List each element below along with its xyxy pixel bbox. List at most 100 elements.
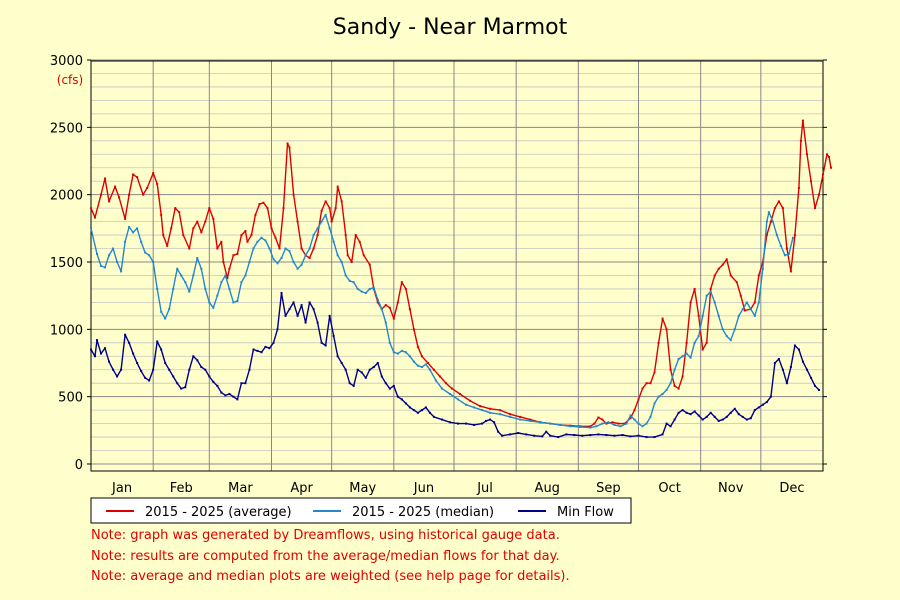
data-point (653, 436, 656, 439)
data-point (392, 317, 395, 320)
data-point (789, 270, 792, 273)
data-point (124, 333, 127, 336)
data-point (376, 362, 379, 364)
data-point (360, 290, 363, 293)
data-point (637, 422, 640, 425)
data-point (300, 263, 303, 266)
data-point (128, 225, 131, 228)
data-point (641, 387, 644, 390)
data-point (705, 341, 708, 344)
data-point (809, 180, 812, 183)
data-point (791, 236, 794, 239)
data-point (619, 425, 622, 428)
data-point (665, 328, 668, 331)
data-point (637, 398, 640, 401)
data-point (597, 433, 600, 436)
data-point (182, 234, 185, 237)
data-point (160, 213, 163, 216)
data-point (408, 406, 411, 409)
data-point (440, 387, 443, 390)
data-point (830, 166, 833, 169)
data-point (657, 341, 660, 344)
data-point (220, 240, 223, 243)
data-point (709, 290, 712, 293)
data-point (813, 207, 816, 210)
data-point (120, 368, 123, 371)
data-point (607, 421, 610, 424)
data-point (340, 362, 343, 364)
data-point (595, 425, 598, 428)
data-point (392, 351, 395, 354)
data-point (739, 294, 742, 297)
data-point (384, 382, 387, 385)
data-point (693, 341, 696, 344)
data-point (701, 314, 704, 317)
data-point (404, 287, 407, 290)
legend-label-1: 2015 - 2025 (median) (352, 505, 494, 520)
data-point (368, 368, 371, 371)
data-point (244, 382, 247, 385)
data-point (797, 186, 800, 189)
data-point (789, 366, 792, 369)
data-point (665, 388, 668, 391)
data-point (509, 433, 512, 436)
data-point (262, 201, 265, 204)
data-point (308, 247, 311, 250)
month-label-nov: Nov (718, 481, 744, 496)
data-point (250, 234, 253, 237)
legend-label-0: 2015 - 2025 (average) (145, 505, 292, 520)
data-point (368, 287, 371, 290)
data-point (372, 366, 375, 369)
data-point (826, 153, 829, 156)
data-point (212, 306, 215, 309)
data-point (196, 256, 199, 259)
data-point (709, 411, 712, 414)
data-point (539, 421, 542, 424)
data-point (308, 301, 311, 304)
data-point (170, 227, 173, 230)
data-point (809, 376, 812, 379)
data-point (236, 300, 239, 303)
data-point (364, 376, 367, 379)
data-point (324, 344, 327, 347)
data-point (733, 328, 736, 331)
data-point (765, 401, 768, 404)
data-point (396, 352, 399, 355)
data-point (90, 207, 92, 210)
data-point (432, 415, 435, 418)
data-point (573, 434, 576, 437)
data-point (509, 415, 512, 418)
data-point (517, 432, 520, 435)
data-point (124, 240, 127, 243)
data-point (741, 308, 744, 311)
data-point (601, 418, 604, 421)
data-point (188, 368, 191, 371)
data-point (336, 254, 339, 257)
data-point (817, 388, 820, 391)
y-tick-label: 3000 (50, 54, 83, 69)
data-point (274, 236, 277, 239)
data-point (753, 314, 756, 317)
data-point (284, 247, 287, 250)
data-point (296, 220, 299, 223)
data-point (140, 240, 143, 243)
data-point (745, 418, 748, 421)
data-point (328, 314, 331, 317)
data-point (717, 267, 720, 270)
data-point (713, 415, 716, 418)
data-point (404, 351, 407, 354)
data-point (388, 387, 391, 390)
month-label-aug: Aug (535, 481, 560, 496)
data-point (565, 433, 568, 436)
data-point (757, 406, 760, 409)
data-point (653, 402, 656, 405)
data-point (268, 347, 271, 350)
data-point (312, 234, 315, 237)
data-point (459, 392, 462, 395)
data-point (272, 341, 275, 344)
data-point (348, 279, 351, 282)
data-point (360, 371, 363, 374)
data-point (801, 360, 804, 363)
data-point (761, 403, 764, 406)
